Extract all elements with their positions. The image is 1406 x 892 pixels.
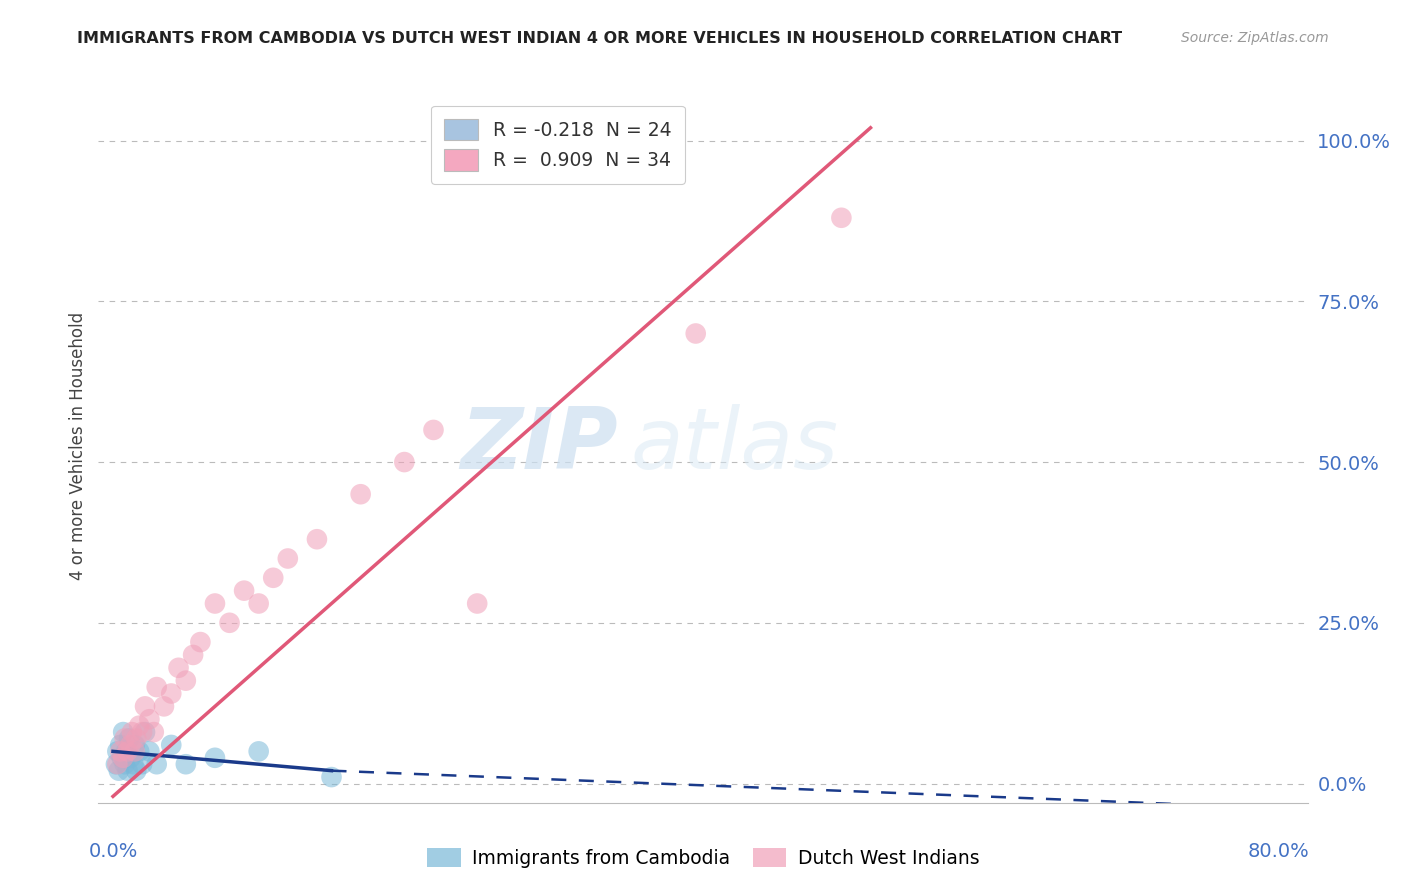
Point: [277, 551, 299, 566]
Point: [121, 725, 143, 739]
Point: [104, 757, 127, 772]
Point: [118, 731, 141, 746]
Text: atlas: atlas: [630, 404, 838, 488]
Legend: R = -0.218  N = 24, R =  0.909  N = 34: R = -0.218 N = 24, R = 0.909 N = 34: [432, 106, 685, 184]
Point: [422, 423, 444, 437]
Point: [138, 744, 160, 758]
Point: [145, 757, 167, 772]
Point: [394, 455, 416, 469]
Point: [350, 487, 373, 501]
Point: [160, 738, 183, 752]
Point: [167, 661, 190, 675]
Point: [142, 725, 165, 739]
Point: [124, 744, 146, 758]
Point: [131, 757, 153, 772]
Point: [685, 326, 707, 341]
Text: 0.0%: 0.0%: [89, 842, 138, 861]
Point: [830, 211, 852, 225]
Point: [114, 757, 136, 772]
Point: [112, 751, 135, 765]
Point: [262, 571, 284, 585]
Point: [128, 744, 150, 758]
Point: [247, 744, 270, 758]
Point: [125, 731, 148, 746]
Point: [204, 597, 226, 611]
Point: [117, 744, 139, 758]
Point: [120, 738, 142, 752]
Point: [124, 738, 146, 752]
Point: [153, 699, 176, 714]
Point: [465, 597, 488, 611]
Point: [105, 757, 128, 772]
Text: 80.0%: 80.0%: [1247, 842, 1309, 861]
Point: [111, 751, 134, 765]
Point: [145, 680, 167, 694]
Point: [160, 686, 183, 700]
Point: [174, 757, 197, 772]
Point: [321, 770, 343, 784]
Point: [218, 615, 240, 630]
Text: IMMIGRANTS FROM CAMBODIA VS DUTCH WEST INDIAN 4 OR MORE VEHICLES IN HOUSEHOLD CO: IMMIGRANTS FROM CAMBODIA VS DUTCH WEST I…: [77, 31, 1122, 46]
Text: ZIP: ZIP: [461, 404, 619, 488]
Point: [112, 725, 135, 739]
Point: [108, 764, 131, 778]
Point: [204, 751, 226, 765]
Y-axis label: 4 or more Vehicles in Household: 4 or more Vehicles in Household: [69, 312, 87, 580]
Point: [122, 757, 145, 772]
Point: [233, 583, 256, 598]
Point: [110, 738, 132, 752]
Text: Source: ZipAtlas.com: Source: ZipAtlas.com: [1181, 31, 1329, 45]
Point: [110, 744, 132, 758]
Point: [174, 673, 197, 688]
Point: [134, 699, 156, 714]
Point: [120, 751, 142, 765]
Point: [115, 744, 138, 758]
Point: [247, 597, 270, 611]
Point: [131, 725, 153, 739]
Point: [125, 764, 148, 778]
Point: [181, 648, 204, 662]
Point: [105, 744, 128, 758]
Point: [117, 764, 139, 778]
Point: [138, 712, 160, 726]
Point: [128, 719, 150, 733]
Legend: Immigrants from Cambodia, Dutch West Indians: Immigrants from Cambodia, Dutch West Ind…: [419, 840, 987, 875]
Point: [114, 731, 136, 746]
Point: [134, 725, 156, 739]
Point: [190, 635, 212, 649]
Point: [305, 533, 328, 547]
